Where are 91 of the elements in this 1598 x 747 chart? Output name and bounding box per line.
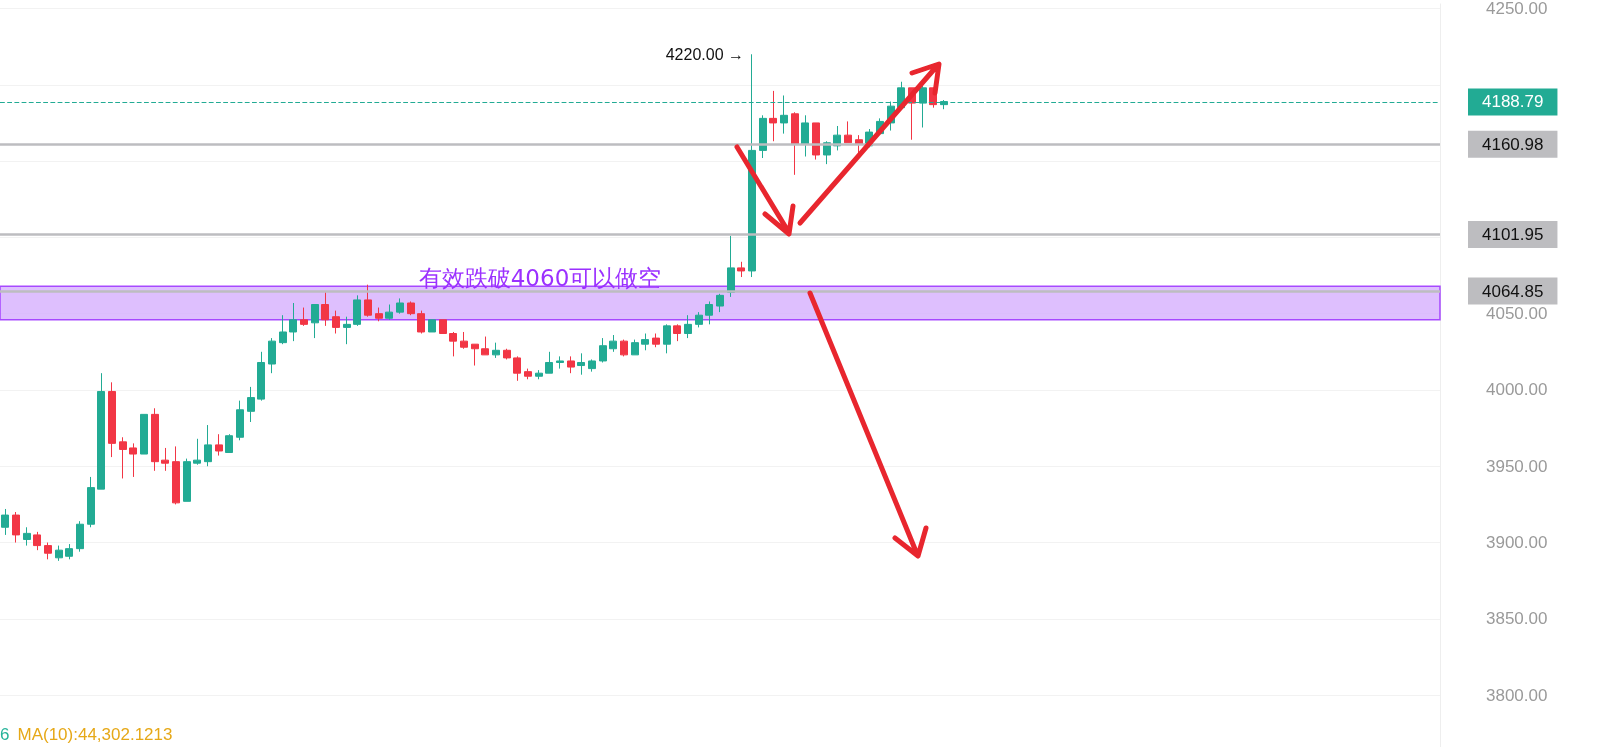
candlestick (524, 368, 532, 380)
candlestick (556, 355, 564, 370)
candlestick (567, 355, 575, 374)
candlestick (353, 294, 361, 327)
candlestick (577, 352, 585, 376)
candlestick (492, 342, 500, 359)
y-tick-label: 3900.00 (1486, 533, 1548, 553)
candlestick (673, 323, 681, 342)
candlestick (705, 300, 713, 325)
candlestick (545, 351, 553, 374)
candlestick (33, 531, 41, 551)
candlestick (535, 369, 543, 380)
candlestick (620, 339, 628, 357)
candlestick (791, 111, 799, 176)
candlestick (684, 314, 692, 339)
ref-line-label: 4188.79 (1482, 92, 1544, 112)
candlestick (140, 413, 148, 455)
candlestick (204, 424, 212, 467)
candlestick (343, 316, 351, 345)
y-tick-label: 3950.00 (1486, 456, 1548, 476)
candlestick (375, 307, 383, 322)
candlestick (119, 436, 127, 479)
band-label: 有效跌破4060可以做空 (418, 264, 662, 291)
candlestick (695, 311, 703, 328)
candlestick (385, 304, 393, 321)
y-tick-label: 3800.00 (1486, 685, 1548, 705)
candlestick (44, 542, 52, 560)
candlestick (844, 120, 852, 144)
candlestick (87, 476, 95, 528)
candlestick (183, 458, 191, 502)
annotation: 6 (0, 725, 10, 745)
ref-line-label: 4160.98 (1482, 134, 1544, 154)
candlestick (364, 284, 372, 318)
ref-line-label: 4101.95 (1482, 224, 1544, 244)
candlestick (396, 297, 404, 315)
candlestick (247, 386, 255, 423)
annotation: 4220.00 → (665, 45, 744, 63)
candlestick (759, 114, 767, 159)
candlestick (225, 433, 233, 454)
candlestick (439, 319, 447, 334)
candlestick (588, 358, 596, 373)
candlestick (289, 302, 297, 342)
candlestick (215, 433, 223, 457)
candlestick (332, 310, 340, 334)
candlestick (76, 520, 84, 553)
candlestick (1, 508, 9, 536)
candlestick (417, 310, 425, 334)
candlestick (631, 339, 639, 356)
candlestick (65, 543, 73, 560)
candlestick (652, 333, 660, 348)
candlestick (236, 400, 244, 441)
candlestick (193, 438, 201, 466)
candlestick (151, 407, 159, 472)
candlestick (769, 90, 777, 142)
candlestick (161, 447, 169, 472)
candlestick (449, 331, 457, 357)
candlestick (503, 348, 511, 360)
candlestick (407, 300, 415, 316)
candlestick (599, 337, 607, 363)
y-tick-label: 4050.00 (1486, 304, 1548, 324)
y-tick-label: 4250.00 (1486, 0, 1548, 18)
candlestick (129, 442, 137, 478)
candlestick (97, 372, 105, 490)
candlestick (279, 314, 287, 345)
candlestick (268, 337, 276, 374)
candlestick (428, 319, 436, 333)
annotation: MA(10):44,302.1213 (17, 725, 173, 745)
ref-line-label: 4064.85 (1482, 281, 1544, 301)
candlestick (513, 355, 521, 382)
candlestick (812, 122, 820, 161)
candlestick (321, 291, 329, 327)
candlestick (108, 381, 116, 458)
candlestick (663, 323, 671, 354)
candlestick (716, 293, 724, 313)
y-tick-label: 3850.00 (1486, 609, 1548, 629)
candlestick (12, 511, 20, 544)
candlestick (641, 333, 649, 351)
candlestick (23, 526, 31, 547)
candlestick (471, 343, 479, 367)
candlestick (311, 304, 319, 339)
candlestick (172, 445, 180, 505)
candlestick (801, 114, 809, 158)
y-tick-label: 4000.00 (1486, 380, 1548, 400)
candlestick (257, 351, 265, 402)
candlestick (55, 545, 63, 562)
candlestick (460, 331, 468, 350)
candlestick (300, 307, 308, 327)
candlestick (481, 336, 489, 356)
candlestick (609, 334, 617, 353)
candlestick (737, 261, 745, 278)
candlestick (727, 235, 735, 298)
